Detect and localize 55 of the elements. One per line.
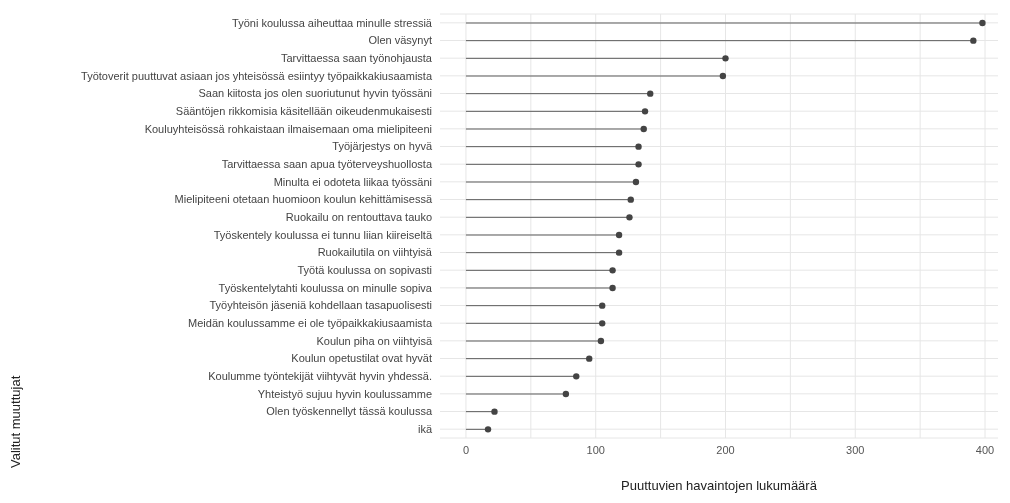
y-tick-label: Ruokailutila on viihtyisä [317, 246, 433, 259]
point [635, 143, 642, 150]
x-tick-label: 300 [846, 443, 865, 456]
point [635, 161, 642, 168]
y-tick-label: Tarvittaessa saan työnohjausta [280, 52, 433, 65]
y-tick-label: Työni koulussa aiheuttaa minulle stressiä [232, 16, 433, 29]
y-tick-label: Minulta ei odoteta liikaa työssäni [273, 175, 432, 188]
point [719, 72, 727, 80]
y-tick-label: Työyhteisön jäseniä kohdellaan tasapuolisesti [209, 299, 432, 312]
y-tick-label: Tarvittaessa saan apua työterveyshuollosta [221, 158, 433, 171]
x-tick-label: 100 [586, 443, 605, 456]
point [609, 267, 616, 274]
point [586, 355, 593, 362]
point [599, 302, 606, 309]
x-tick-label: 200 [716, 443, 735, 456]
x-tick-label: 0 [462, 443, 470, 456]
y-tick-label: Koulumme työntekijät viihtyvät hyvin yhdessä. [208, 370, 432, 383]
y-tick-label: Mielipiteeni otetaan huomioon koulun kehittämisessä [174, 193, 433, 206]
y-tick-label: Koulun opetustilat ovat hyvät [291, 352, 432, 365]
y-tick-label: Kouluyhteisössä rohkaistaan ilmaisemaan oma mielipiteeni [144, 122, 432, 135]
y-tick-label: Työskentelytahti koulussa on minulle sopiva [218, 281, 433, 294]
y-tick-label: Työtoverit puuttuvat asiaan jos yhteisössä esiintyy työpaikkakiusaamista [81, 69, 433, 82]
point [970, 37, 977, 44]
point [609, 284, 616, 292]
point [597, 337, 605, 345]
point [626, 214, 633, 221]
point [641, 108, 649, 115]
y-tick-label: Työskentely koulussa ei tunnu liian kiireiseltä [213, 228, 433, 241]
y-tick-label: Sääntöjen rikkomisia käsitellään oikeudenmukaisesti [175, 105, 432, 118]
point [632, 178, 640, 186]
point [722, 55, 729, 62]
y-tick-label: ikä [417, 423, 433, 436]
y-tick-label: Olen työskennellyt tässä koulussa [266, 405, 433, 418]
y-axis-title: Valitut muuttujat [8, 374, 23, 468]
point [573, 373, 580, 380]
y-tick-label: Ruokailu on rentouttava tauko [285, 211, 432, 224]
y-tick-label: Saan kiitosta jos olen suoriutunut hyvin työssäni [198, 87, 432, 100]
y-tick-label: Olen väsynyt [368, 34, 432, 47]
y-tick-label: Työjärjestys on hyvä [332, 140, 433, 153]
point [640, 125, 647, 133]
point [615, 231, 623, 239]
x-tick-label: 400 [975, 443, 995, 456]
y-tick-label: Yhteistyö sujuu hyvin koulussamme [257, 387, 432, 400]
point [979, 19, 986, 27]
x-axis-title: Puuttuvien havaintojen lukumäärä [621, 478, 818, 493]
point [562, 390, 570, 398]
point [484, 426, 492, 433]
point [599, 320, 606, 327]
point [627, 196, 634, 203]
point [647, 90, 654, 97]
y-tick-label: Meidän koulussamme ei ole työpaikkakiusaamista [188, 317, 433, 330]
point [491, 408, 498, 415]
y-tick-label: Koulun piha on viihtyisä [316, 334, 433, 347]
y-tick-label: Työtä koulussa on sopivasti [297, 264, 432, 277]
point [615, 249, 623, 256]
